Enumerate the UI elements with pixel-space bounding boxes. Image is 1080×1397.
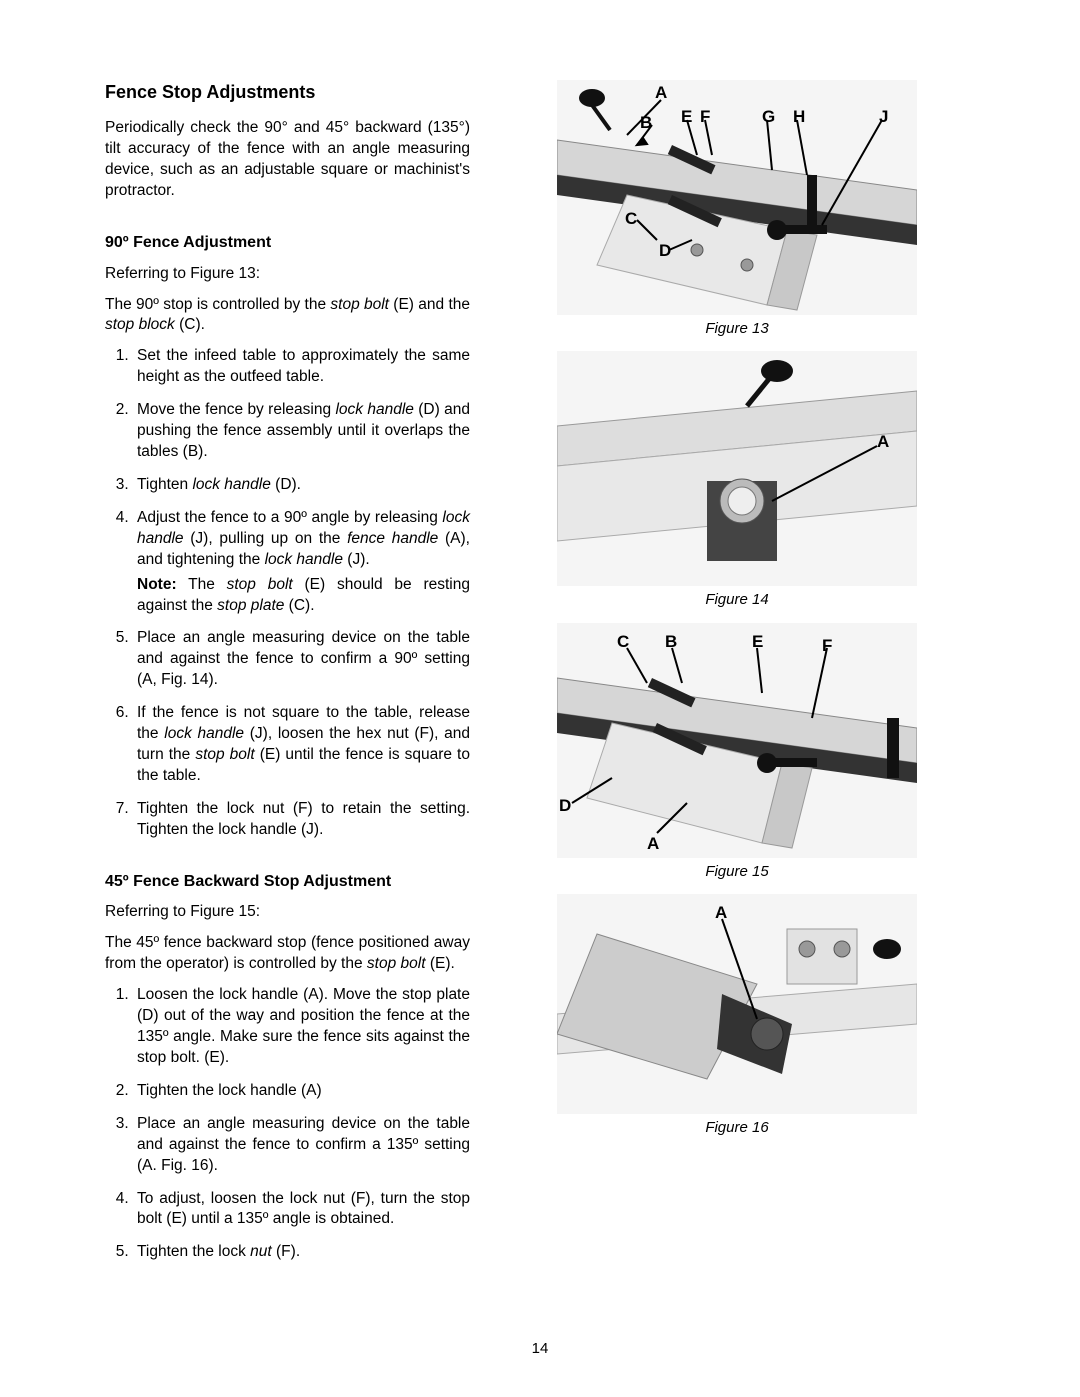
- text-italic: fence handle: [347, 530, 438, 547]
- text: The: [177, 576, 227, 593]
- text: Move the fence by releasing: [137, 401, 335, 418]
- figure-13-image: A B E F G H J C D: [557, 80, 917, 315]
- text: The 90º stop is controlled by the: [105, 296, 330, 313]
- lead-paragraph-45: The 45º fence backward stop (fence posit…: [105, 933, 470, 975]
- figure-16-svg: [557, 894, 917, 1114]
- figure-14: A Figure 14: [557, 351, 917, 614]
- label-C: C: [625, 208, 637, 231]
- label-F: F: [822, 635, 832, 658]
- text-italic: lock handle: [164, 725, 244, 742]
- section-heading-45: 45º Fence Backward Stop Adjustment: [105, 871, 470, 893]
- text-italic: nut: [250, 1243, 272, 1260]
- ref-figure-15: Referring to Figure 15:: [105, 902, 470, 923]
- page-title: Fence Stop Adjustments: [105, 80, 470, 104]
- figure-14-caption: Figure 14: [705, 590, 768, 610]
- label-A: A: [655, 82, 667, 105]
- text: (C).: [284, 597, 314, 614]
- text-column: Fence Stop Adjustments Periodically chec…: [105, 80, 470, 1275]
- intro-paragraph: Periodically check the 90° and 45° backw…: [105, 118, 470, 202]
- text-italic: stop bolt: [330, 296, 389, 313]
- label-C: C: [617, 631, 629, 654]
- step-4: Adjust the fence to a 90º angle by relea…: [133, 508, 470, 617]
- steps-list-90: Set the infeed table to approximately th…: [105, 346, 470, 840]
- text: (C).: [175, 316, 205, 333]
- label-G: G: [762, 106, 775, 129]
- section-heading-90: 90º Fence Adjustment: [105, 232, 470, 254]
- text: (E) and the: [389, 296, 470, 313]
- figure-16-image: A: [557, 894, 917, 1114]
- label-F: F: [700, 106, 710, 129]
- step-6: If the fence is not square to the table,…: [133, 703, 470, 787]
- note-paragraph: Note: The stop bolt (E) should be restin…: [137, 575, 470, 617]
- text-italic: lock handle: [265, 551, 343, 568]
- text: Tighten the lock: [137, 1243, 250, 1260]
- step-5: Tighten the lock nut (F).: [133, 1242, 470, 1263]
- lead-paragraph-90: The 90º stop is controlled by the stop b…: [105, 295, 470, 337]
- label-A: A: [647, 833, 659, 856]
- text-italic: stop plate: [217, 597, 284, 614]
- text: Adjust the fence to a 90º angle by relea…: [137, 509, 442, 526]
- text: Tighten: [137, 476, 192, 493]
- figure-13-svg: [557, 80, 917, 315]
- text-italic: stop bolt: [227, 576, 293, 593]
- text-italic: stop block: [105, 316, 175, 333]
- figure-15-caption: Figure 15: [705, 862, 768, 882]
- label-D: D: [659, 240, 671, 263]
- text-italic: stop bolt: [367, 955, 426, 972]
- step-3: Place an angle measuring device on the t…: [133, 1114, 470, 1177]
- step-2: Tighten the lock handle (A): [133, 1081, 470, 1102]
- ref-figure-13: Referring to Figure 13:: [105, 264, 470, 285]
- steps-list-45: Loosen the lock handle (A). Move the sto…: [105, 985, 470, 1263]
- label-A: A: [715, 902, 727, 925]
- step-5: Place an angle measuring device on the t…: [133, 628, 470, 691]
- figure-13: A B E F G H J C D Figure 13: [557, 80, 917, 343]
- figure-15-svg: [557, 623, 917, 858]
- text-bold: Note:: [137, 576, 177, 593]
- figure-16: A Figure 16: [557, 894, 917, 1142]
- figure-14-svg: [557, 351, 917, 586]
- figure-16-caption: Figure 16: [705, 1118, 768, 1138]
- text: (E).: [426, 955, 455, 972]
- step-4: To adjust, loosen the lock nut (F), turn…: [133, 1189, 470, 1231]
- label-J: J: [879, 106, 888, 129]
- page-number: 14: [532, 1339, 549, 1359]
- label-E: E: [681, 106, 692, 129]
- figure-column: A B E F G H J C D Figure 13: [494, 80, 980, 1275]
- text: (J).: [343, 551, 370, 568]
- text: (J), pulling up on the: [184, 530, 348, 547]
- text-italic: lock handle: [192, 476, 270, 493]
- step-2: Move the fence by releasing lock handle …: [133, 400, 470, 463]
- label-B: B: [665, 631, 677, 654]
- step-3: Tighten lock handle (D).: [133, 475, 470, 496]
- step-1: Loosen the lock handle (A). Move the sto…: [133, 985, 470, 1069]
- step-7: Tighten the lock nut (F) to retain the s…: [133, 799, 470, 841]
- label-B: B: [640, 112, 652, 135]
- text-italic: stop bolt: [195, 746, 254, 763]
- text: (F).: [272, 1243, 300, 1260]
- page-content: Fence Stop Adjustments Periodically chec…: [105, 80, 980, 1275]
- step-1: Set the infeed table to approximately th…: [133, 346, 470, 388]
- text-italic: lock handle: [335, 401, 413, 418]
- label-H: H: [793, 106, 805, 129]
- figure-15: C B E F D A Figure 15: [557, 623, 917, 886]
- figure-14-image: A: [557, 351, 917, 586]
- label-A: A: [877, 431, 889, 454]
- label-D: D: [559, 795, 571, 818]
- label-E: E: [752, 631, 763, 654]
- figure-15-image: C B E F D A: [557, 623, 917, 858]
- text: (D).: [271, 476, 301, 493]
- figure-13-caption: Figure 13: [705, 319, 768, 339]
